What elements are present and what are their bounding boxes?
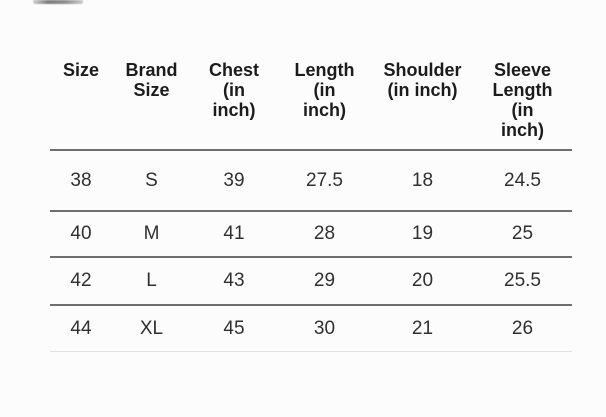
header-line: Brand	[125, 60, 178, 80]
cell-chest: 41	[223, 223, 245, 244]
cell-brand-size: XL	[139, 317, 164, 339]
header-line: Chest	[208, 60, 259, 80]
table-row: 40 M 41 28 19 25	[50, 212, 572, 258]
cell-sleeve-length: 25.5	[504, 270, 541, 291]
cell-brand-size: M	[143, 223, 160, 244]
table-row: 42 L 43 29 20 25.5	[50, 258, 572, 306]
cell-sleeve-length: 25	[511, 223, 534, 244]
cell-size: 40	[70, 223, 92, 244]
header-cell-brand-size: Brand Size	[112, 0, 191, 149]
cell-size: 42	[70, 270, 92, 291]
header-cell-shoulder: Shoulder (in inch)	[372, 0, 473, 149]
header-line: Sleeve	[493, 60, 552, 80]
table-body: 38 S 39 27.5 18 24.5 40 M 41 28 19 25 42 L 43 29 20 25.5 4…	[50, 151, 572, 352]
table-header-row: Size Brand Size Chest (in inch) Length (in inch)…	[50, 0, 572, 151]
header-line: inch)	[501, 120, 544, 140]
header-line: (in	[313, 80, 336, 100]
cell-chest: 45	[223, 317, 245, 339]
header-line: Size	[62, 60, 100, 80]
header-line: (in	[511, 100, 534, 120]
cell-sleeve-length: 26	[511, 317, 534, 339]
cell-brand-size: L	[146, 270, 157, 291]
header-line: (in	[223, 80, 245, 100]
cell-shoulder: 20	[411, 270, 434, 291]
table-row: 38 S 39 27.5 18 24.5	[50, 151, 572, 212]
header-line: inch)	[212, 100, 256, 120]
cell-chest: 43	[223, 270, 245, 291]
cell-shoulder: 21	[411, 317, 434, 339]
header-line: Shoulder	[383, 60, 462, 80]
header-line: Length	[294, 60, 355, 80]
cell-sleeve-length: 24.5	[504, 169, 541, 191]
cell-shoulder: 18	[411, 169, 434, 191]
header-cell-chest: Chest (in inch)	[191, 0, 277, 149]
size-chart-table: Size Brand Size Chest (in inch) Length (in inch)…	[50, 0, 572, 352]
cell-chest: 39	[223, 169, 245, 191]
header-line: Length	[492, 80, 553, 100]
cell-size: 38	[70, 169, 92, 191]
cell-length: 29	[313, 270, 336, 291]
cell-length: 27.5	[306, 169, 343, 191]
cell-size: 44	[70, 317, 92, 339]
cell-length: 28	[313, 223, 336, 244]
header-line: inch)	[303, 100, 346, 120]
cropped-text-remnant	[33, 0, 83, 4]
cell-shoulder: 19	[411, 223, 434, 244]
header-cell-sleeve-length: Sleeve Length (in inch)	[473, 0, 572, 149]
header-line: (in inch)	[387, 80, 458, 100]
header-cell-size: Size	[50, 0, 112, 149]
cell-brand-size: S	[145, 169, 158, 191]
header-line: Size	[133, 80, 170, 100]
table-row: 44 XL 45 30 21 26	[50, 306, 572, 352]
cell-length: 30	[313, 317, 336, 339]
header-cell-length: Length (in inch)	[277, 0, 372, 149]
